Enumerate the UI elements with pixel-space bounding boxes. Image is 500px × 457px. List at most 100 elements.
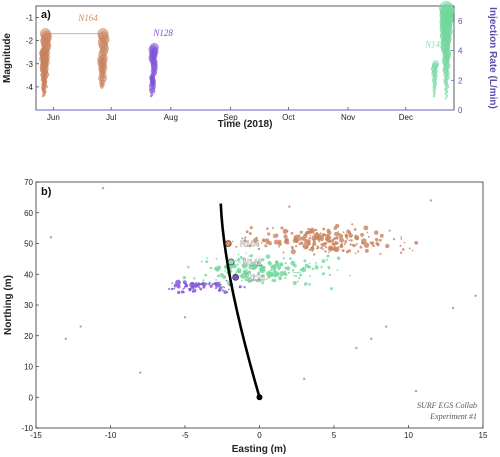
event-point [306, 241, 311, 246]
event-point [294, 245, 298, 248]
event-point [299, 273, 303, 277]
event-point [292, 271, 295, 274]
event-point [379, 252, 382, 255]
event-point [253, 275, 256, 278]
panel-a-ytick-right-label: 4 [458, 47, 463, 56]
event-point [217, 290, 220, 292]
event-point [315, 232, 319, 235]
event-point [194, 285, 197, 289]
event-point [235, 259, 237, 262]
event-point [315, 261, 318, 264]
event-point [299, 230, 303, 234]
event-point [284, 266, 288, 270]
event-point [198, 286, 200, 289]
borehole-trajectory [219, 203, 261, 398]
panel-a-ytick-right-label: 0 [458, 106, 463, 115]
event-point [343, 242, 346, 246]
event-point [264, 244, 268, 248]
event-point [278, 275, 282, 280]
event-point [224, 269, 227, 272]
event-point [49, 236, 53, 239]
event-point [356, 250, 360, 253]
event-point [175, 279, 181, 286]
event-point [355, 236, 360, 241]
event-point [182, 276, 187, 280]
event-point [335, 236, 339, 240]
injection-point [232, 274, 239, 281]
event-point [257, 243, 260, 245]
event-point [237, 257, 241, 262]
event-point [228, 288, 230, 291]
event-point [342, 231, 345, 234]
event-point [314, 228, 318, 232]
event-point [216, 274, 220, 278]
event-point [173, 287, 176, 290]
event-point [274, 233, 279, 238]
event-point [265, 278, 268, 281]
event-point [267, 232, 271, 236]
event-point [349, 243, 352, 246]
event-point [363, 225, 369, 231]
event-point [211, 283, 214, 286]
event-point [373, 245, 376, 248]
panel-a-xtick-label: Sep [223, 113, 238, 122]
event-point [246, 268, 249, 271]
event-point [414, 389, 418, 393]
event-point [228, 284, 231, 287]
event-point [290, 249, 296, 255]
event-point [64, 337, 68, 341]
magnitude-point [445, 90, 449, 93]
magnitude-point [152, 90, 156, 93]
event-point [202, 279, 205, 282]
event-point [352, 243, 356, 248]
panel-a-ytick-label: -4 [26, 83, 34, 92]
event-point [308, 282, 311, 286]
event-point [333, 238, 336, 241]
panel-a-ylabel-right: Injection Rate (L/min) [487, 7, 498, 109]
event-point [354, 234, 357, 237]
event-point [268, 271, 274, 278]
magnitude-point [445, 85, 450, 89]
event-point [411, 249, 414, 252]
event-point [283, 241, 286, 244]
magnitude-point [43, 90, 47, 93]
event-point [249, 226, 253, 230]
event-point [219, 283, 222, 286]
event-point [256, 271, 261, 275]
event-point [403, 241, 406, 244]
event-point [321, 232, 325, 236]
well-label: N164 [240, 240, 260, 249]
event-point [316, 234, 323, 240]
magnitude-point [41, 94, 45, 98]
event-point [371, 244, 374, 247]
panel-a-xtick-label: Oct [282, 113, 295, 122]
event-point [392, 237, 396, 241]
magnitude-point [44, 84, 48, 89]
event-point [248, 244, 252, 248]
event-point [247, 278, 252, 283]
event-point [277, 266, 280, 268]
event-point [282, 228, 288, 234]
annotation-label: N164 [77, 13, 98, 23]
event-point [328, 251, 330, 254]
event-point [350, 239, 353, 242]
event-point [302, 237, 307, 242]
panel-b-ytick-label: 40 [24, 270, 33, 279]
event-point [370, 241, 375, 246]
panel-a-xtick-label: Aug [164, 113, 178, 122]
event-point [363, 242, 370, 248]
event-point [378, 238, 382, 242]
event-point [316, 247, 318, 250]
event-point [293, 275, 296, 277]
event-point [287, 271, 290, 274]
magnitude-point [445, 94, 449, 98]
event-point [299, 236, 304, 241]
event-point [252, 278, 256, 282]
event-point [219, 281, 222, 283]
panel-a: a) Time (2018) Magnitude Injection Rate … [2, 1, 498, 130]
event-point [324, 250, 327, 253]
event-point [242, 257, 247, 262]
event-point [344, 239, 348, 244]
event-point [199, 287, 203, 291]
